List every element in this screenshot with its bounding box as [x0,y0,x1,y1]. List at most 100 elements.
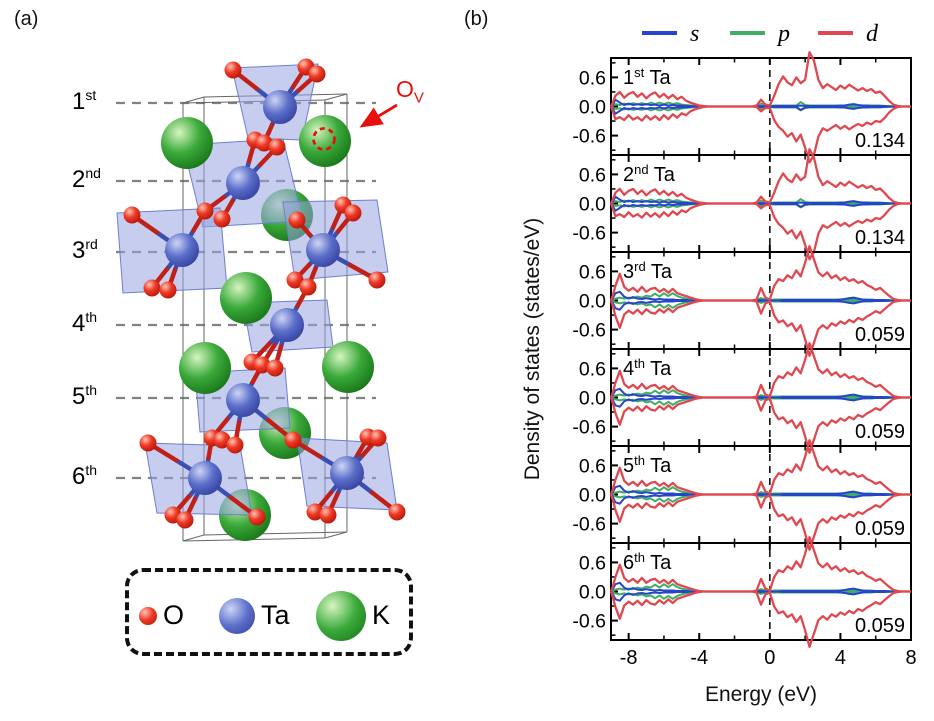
dos-panel-label-2: 2nd Ta [623,162,676,186]
dos-curve-d_up-panel-5 [609,439,911,496]
k-atom [179,342,231,394]
dos-panel-value-6: 0.059 [855,615,905,637]
orbital-legend-label-p: p [776,21,790,47]
oxygen-vacancy-label: OV [396,78,424,106]
dos-panel-label-5: 5th Ta [623,453,672,477]
y-tick-label: 0.0 [579,388,606,410]
unit-cell-edge [182,96,205,104]
dos-panel-label-1: 1st Ta [623,65,671,89]
panel-atom: Ta [646,261,673,283]
y-tick-label: -0.6 [572,223,606,245]
panel-ordinal: 3 [623,261,634,283]
layer-number: 5 [72,383,86,410]
o-atom [268,138,286,156]
dos-curve-d_down-panel-1 [609,105,911,164]
ov-symbol: O [396,76,414,102]
x-tick-label: 8 [905,647,916,669]
o-atom [388,503,406,521]
o-atom [176,511,194,529]
ta-atom [165,233,199,267]
ta-atom [188,461,222,495]
dos-curve-s_down-panel-3 [610,299,911,311]
x-tick-label: 0 [764,647,775,669]
legend-label-ta: Ta [261,600,290,630]
o-atom [286,271,304,289]
o-atom [288,211,306,229]
layer-number: 3 [72,237,86,264]
o-atom [196,202,214,220]
orbital-legend-label-d: d [866,21,879,47]
legend-label-k: K [372,600,391,630]
o-atom [253,356,271,374]
y-tick-label: 0.6 [579,358,606,380]
ov-subscript: V [413,89,424,107]
vacancy-arrow [359,103,398,128]
dos-curve-d_down-panel-2 [609,202,911,261]
dos-panel-label-4: 4th Ta [623,356,672,380]
legend-sphere-o [139,607,157,625]
atom-legend-box [125,568,413,656]
dos-curve-s_down-panel-4 [610,396,911,408]
panel-b-tag: (b) [464,8,489,30]
o-atom [226,436,244,454]
dos-curve-s_down-panel-2 [610,202,911,212]
o-atom [159,281,177,299]
ta-atom [270,308,304,342]
x-tick-label: -4 [690,647,708,669]
ta-atom [226,383,260,417]
orbital-legend-label-s: s [690,21,699,47]
y-tick-label: 0.0 [579,194,606,216]
layer-label-3: 3rd [72,237,98,263]
k-atom [220,272,272,324]
panel-ordinal: 4 [623,358,634,380]
legend-sphere-ta [219,598,255,634]
y-tick-label: 0.0 [579,582,606,604]
y-tick-label: 0.6 [579,552,606,574]
dos-curve-d_up-panel-4 [609,342,911,399]
layer-ordinal-suffix: th [85,309,98,325]
layer-ordinal-suffix: th [85,382,98,398]
panel-atom: Ta [645,552,672,574]
o-atom [224,61,242,79]
panel-ordinal: 6 [623,552,634,574]
o-atom [139,434,157,452]
panel-ordinal-suffix: rd [634,259,646,274]
unit-cell-edge [324,93,348,101]
o-atom [143,279,161,297]
y-tick-label: -0.6 [572,611,606,633]
unit-cell-edge [324,531,348,539]
k-atom [322,341,374,393]
layer-label-1: 1st [72,88,96,114]
o-atom [306,503,324,521]
crystal-structure [116,58,406,542]
panel-atom: Ta [649,164,676,186]
y-tick-label: -0.6 [572,417,606,439]
unit-cell-edge [182,534,205,542]
dos-x-axis-label: Energy (eV) [704,683,818,706]
dos-curve-d_down-panel-4 [609,396,911,454]
y-tick-label: 0.6 [579,67,606,89]
o-atom [319,506,337,524]
legend-sphere-k [316,591,366,641]
vacancy-dashed-circle [312,127,336,151]
panel-ordinal: 5 [623,455,634,477]
o-atom [248,508,266,526]
dos-curve-d_up-panel-1 [609,51,911,108]
unit-cell-edge [203,531,348,536]
layer-label-4: 4th [72,310,97,336]
dos-curve-d_down-panel-3 [609,299,911,357]
o-atom [213,431,231,449]
k-atom [161,117,213,169]
panel-a-tag: (a) [14,8,39,30]
y-tick-label: -0.6 [572,514,606,536]
o-atom [308,65,326,83]
layer-ordinal-suffix: nd [85,165,101,181]
dos-curve-d_down-panel-5 [609,493,911,551]
panel-atom: Ta [645,358,672,380]
y-tick-label: 0.0 [579,291,606,313]
k-atom [299,115,351,167]
dos-curve-s_down-panel-5 [610,493,911,505]
panel-ordinal: 1 [623,67,634,89]
o-atom [369,429,387,447]
x-tick-label: 4 [835,647,846,669]
